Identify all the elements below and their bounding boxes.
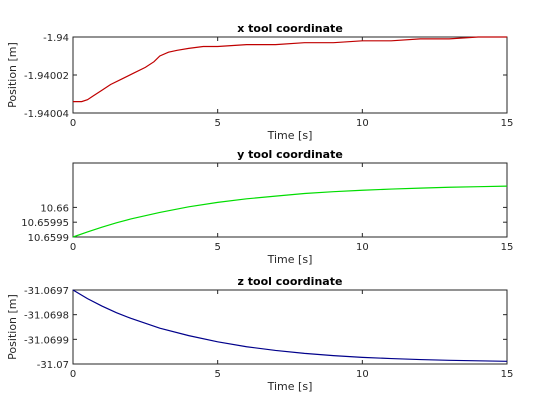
x-tick-label: 5: [214, 242, 220, 253]
x-axis-label-3: Time [s]: [267, 380, 313, 393]
x-tick-label: 15: [501, 118, 514, 129]
x-tick-label: 0: [70, 118, 76, 129]
y-tick-label: -31.0697: [24, 286, 69, 297]
y-tick-label: -31.0698: [24, 311, 69, 322]
y-tick-label: 10.6599: [28, 233, 69, 244]
chart-title-2: y tool coordinate: [237, 148, 343, 161]
x-axis-label-2: Time [s]: [267, 253, 313, 266]
plot-area-3: [72, 289, 508, 365]
y-axis-label-3: Position [m]: [6, 294, 19, 360]
chart-title-3: z tool coordinate: [238, 275, 343, 288]
x-tick-label: 15: [501, 369, 514, 380]
x-tick-label: 5: [214, 118, 220, 129]
plot-area-1: [72, 36, 508, 114]
x-tick-label: 0: [70, 369, 76, 380]
y-tick-label: -31.07: [37, 360, 69, 371]
plot-area-2: [72, 162, 508, 238]
series-line-3-1: [72, 289, 508, 362]
x-tick-label: 15: [501, 242, 514, 253]
series-line-2-1: [72, 185, 508, 238]
x-axis-label-1: Time [s]: [267, 129, 313, 142]
x-tick-label: 0: [70, 242, 76, 253]
x-tick-label: 10: [356, 118, 369, 129]
x-tick-label: 5: [214, 369, 220, 380]
x-tick-label: 10: [356, 242, 369, 253]
y-tick-label: 10.65995: [21, 218, 69, 229]
y-axis-label-1: Position [m]: [6, 42, 19, 108]
series-line-1-1: [73, 36, 507, 103]
y-tick-label: -1.94: [43, 33, 69, 44]
y-tick-label: 10.66: [40, 203, 69, 214]
y-tick-label: -1.94004: [24, 109, 69, 120]
chart-title-1: x tool coordinate: [237, 22, 343, 35]
y-tick-label: -1.94002: [24, 71, 69, 82]
x-tick-label: 10: [356, 369, 369, 380]
y-tick-label: -31.0699: [24, 335, 69, 346]
